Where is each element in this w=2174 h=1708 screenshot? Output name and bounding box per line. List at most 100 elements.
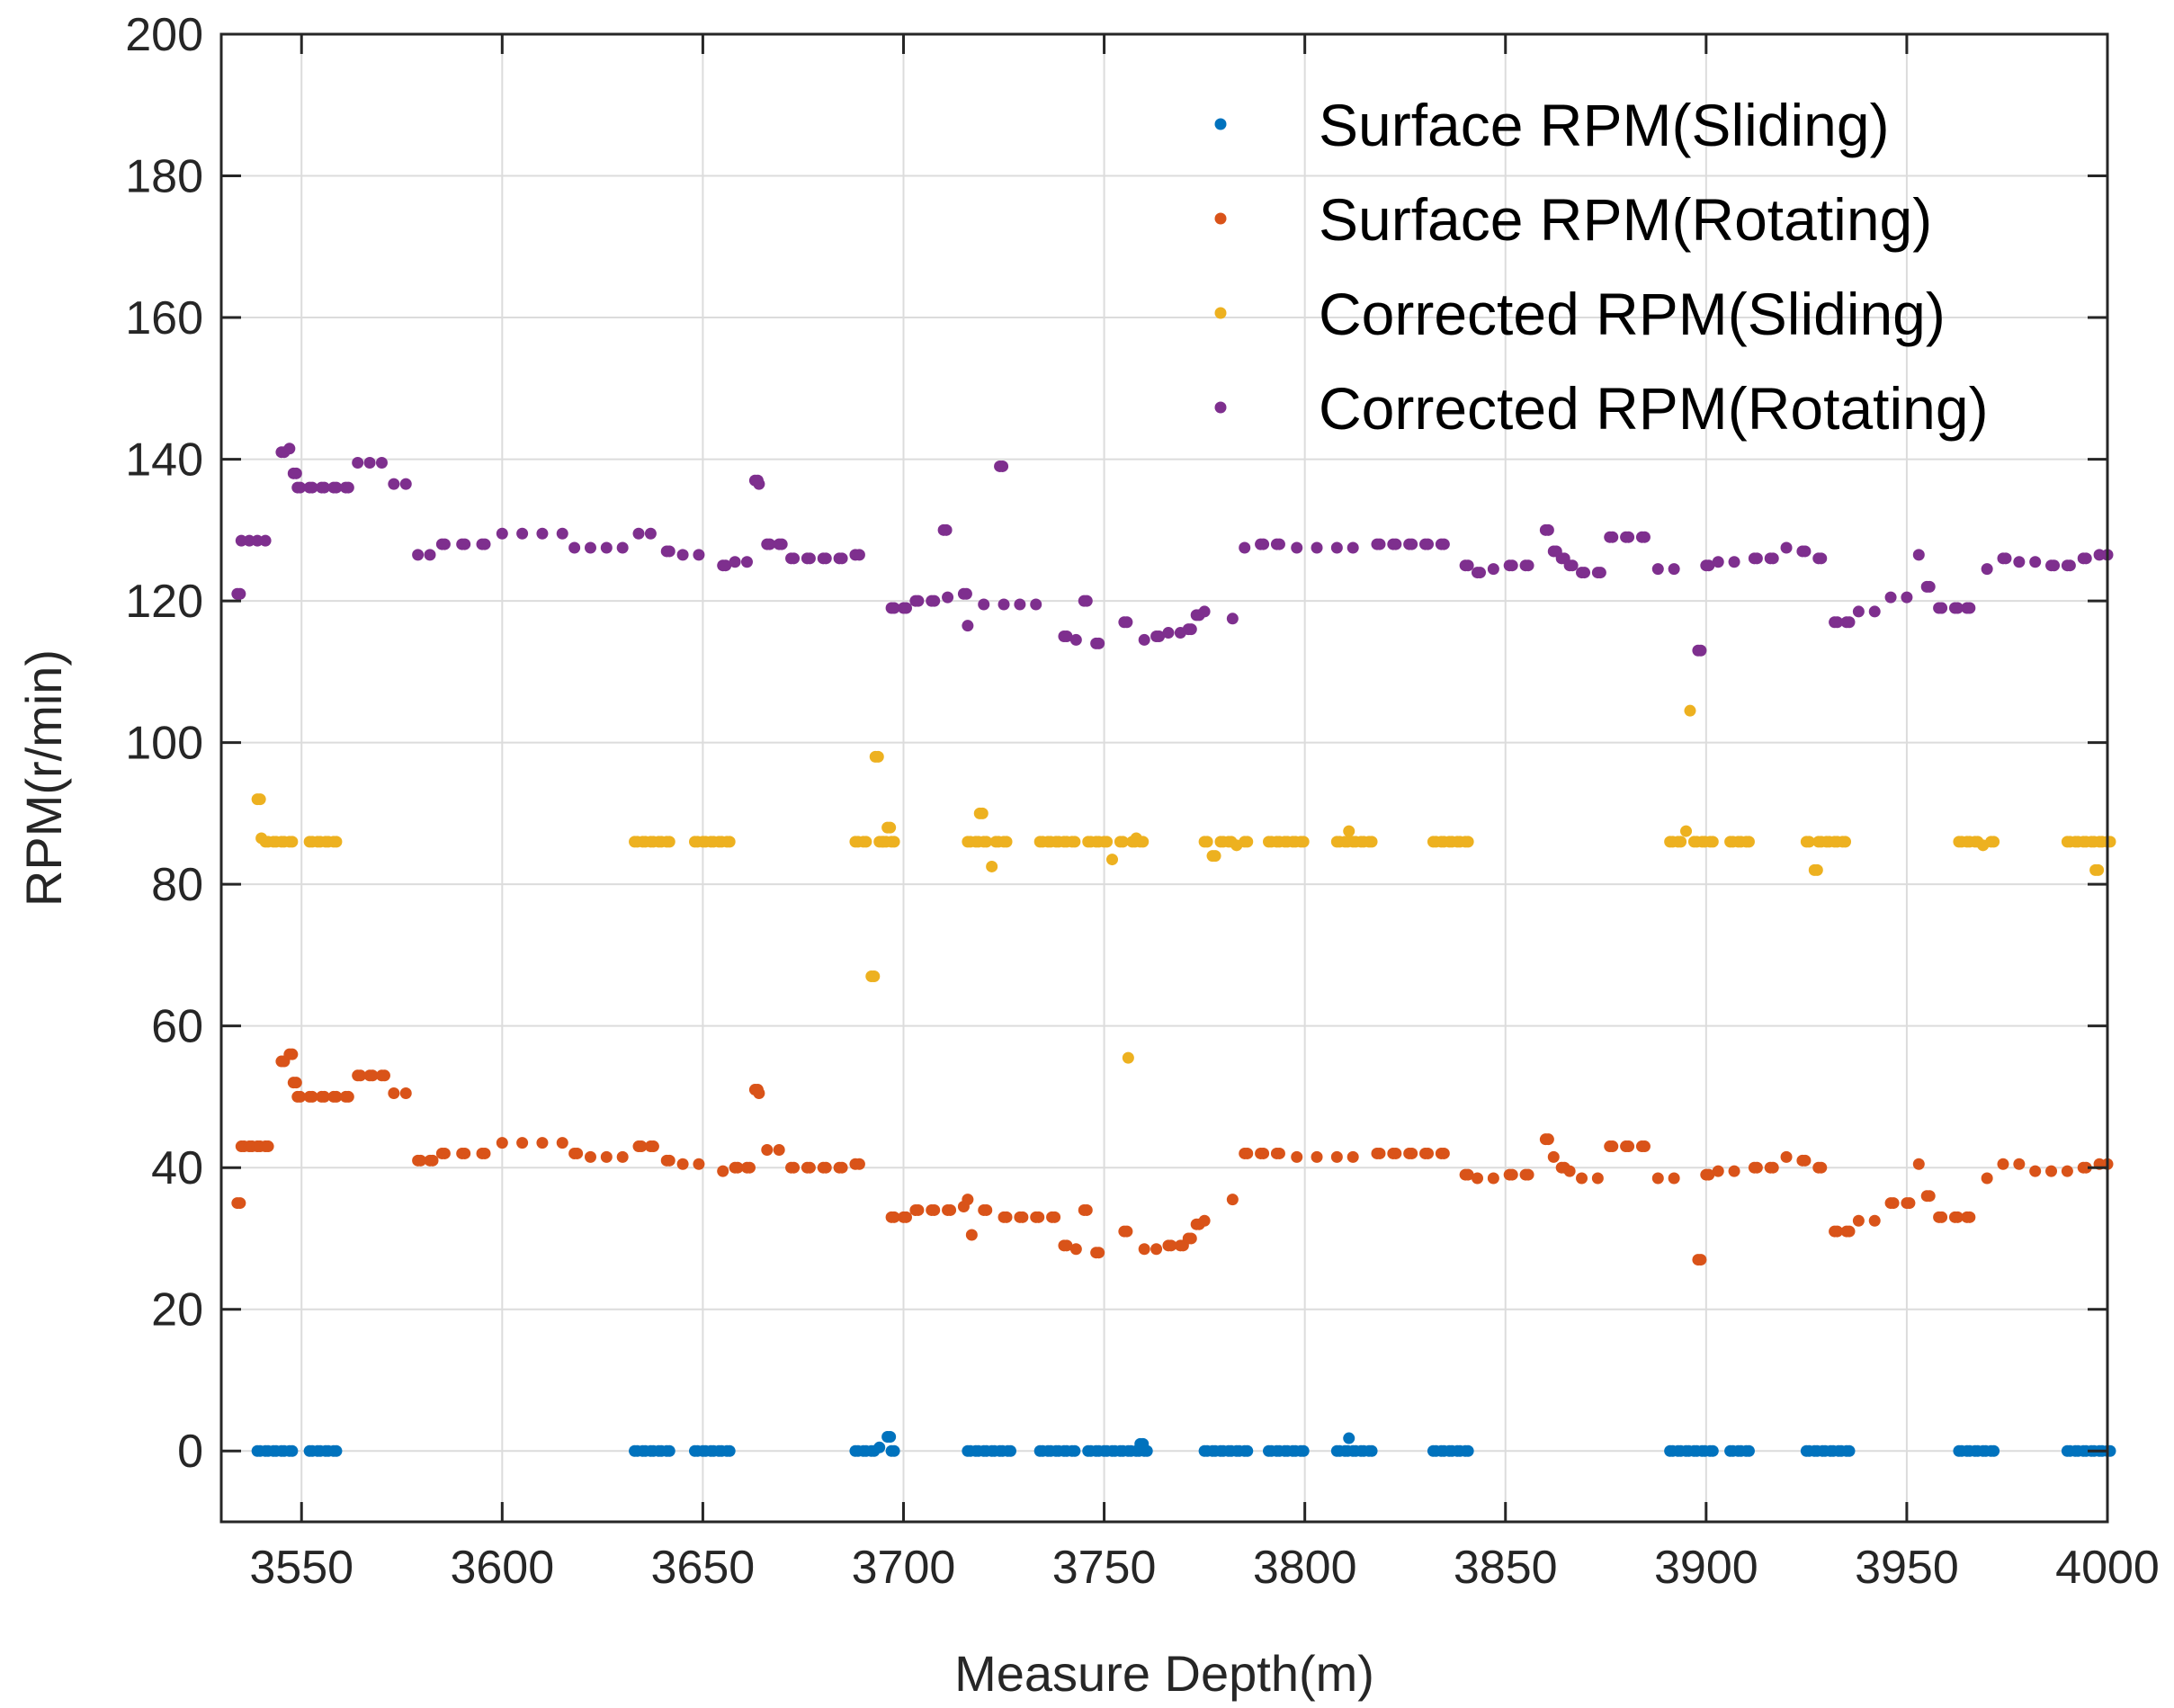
y-tick-label: 20 — [151, 1284, 203, 1337]
data-point — [366, 1069, 379, 1082]
series-3 — [251, 704, 2116, 1064]
data-point — [1373, 538, 1386, 550]
data-point — [1591, 1172, 1604, 1185]
data-point — [1330, 541, 1343, 554]
data-point — [283, 443, 296, 455]
data-point — [1016, 1211, 1029, 1223]
data-point — [743, 1161, 756, 1174]
data-point — [723, 1444, 736, 1457]
data-point — [723, 836, 736, 848]
data-point — [1198, 605, 1211, 618]
data-point — [753, 1087, 765, 1099]
data-point — [1728, 1165, 1740, 1177]
data-point — [1868, 1214, 1881, 1227]
data-point — [978, 598, 990, 611]
data-point — [644, 527, 657, 540]
series-1 — [251, 1430, 2116, 1457]
data-point — [731, 1161, 744, 1174]
data-point — [1936, 602, 1948, 614]
data-point — [1576, 1172, 1588, 1185]
data-point — [496, 527, 508, 540]
data-point — [536, 1137, 549, 1149]
data-point — [1638, 1140, 1651, 1153]
data-point — [1390, 538, 1402, 550]
data-point — [1185, 623, 1197, 636]
data-point — [1101, 836, 1114, 848]
data-point — [426, 1154, 439, 1167]
data-point — [1742, 836, 1755, 848]
data-point — [1695, 644, 1707, 657]
data-point — [1843, 1225, 1856, 1238]
data-point — [1579, 567, 1591, 579]
data-point — [1542, 1133, 1554, 1146]
data-point — [234, 1197, 246, 1210]
data-point — [1297, 1444, 1310, 1457]
data-point — [853, 549, 865, 561]
data-point — [720, 559, 732, 572]
data-point — [884, 1430, 897, 1443]
data-point — [306, 1090, 318, 1103]
data-point — [1462, 836, 1474, 848]
data-point — [1014, 598, 1026, 611]
data-point — [803, 552, 816, 565]
y-tick-label: 60 — [151, 1001, 203, 1053]
data-point — [2061, 1165, 2073, 1177]
y-tick-label: 120 — [125, 576, 203, 628]
data-point — [2048, 559, 2061, 572]
y-tick-label: 140 — [125, 434, 203, 487]
data-point — [388, 1087, 400, 1099]
data-point — [940, 523, 953, 536]
data-point — [286, 1444, 299, 1457]
data-point — [2080, 1161, 2092, 1174]
data-point — [1198, 1214, 1211, 1227]
data-point — [1638, 531, 1651, 543]
data-point — [1273, 538, 1285, 550]
data-point — [753, 478, 765, 490]
data-point — [775, 538, 788, 550]
data-point — [773, 1144, 785, 1156]
data-point — [1291, 1150, 1303, 1163]
data-point — [1343, 1432, 1355, 1444]
plot-frame — [219, 32, 2109, 1524]
data-point — [556, 1137, 568, 1149]
data-point — [1049, 1211, 1061, 1223]
data-point — [1506, 559, 1518, 572]
data-point — [663, 836, 675, 848]
data-point — [1116, 836, 1129, 848]
data-point — [928, 1203, 941, 1216]
data-point — [632, 527, 645, 540]
data-point — [1651, 1172, 1664, 1185]
data-point — [2000, 552, 2012, 565]
data-point — [536, 527, 549, 540]
data-point — [944, 1203, 957, 1216]
data-point — [1474, 567, 1487, 579]
data-point — [259, 534, 272, 547]
data-point — [479, 538, 491, 550]
data-point — [1964, 1211, 1976, 1223]
data-point — [693, 549, 705, 561]
data-point — [1728, 556, 1740, 568]
data-point — [1951, 1211, 1964, 1223]
data-point — [1706, 1444, 1719, 1457]
data-point — [998, 598, 1010, 611]
data-point — [616, 1150, 629, 1163]
data-point — [568, 541, 581, 554]
data-point — [976, 807, 989, 819]
data-point — [803, 1161, 816, 1174]
x-tick-label: 4000 — [2055, 1542, 2160, 1594]
data-point — [2080, 552, 2092, 565]
data-point — [1162, 627, 1175, 639]
data-point — [899, 602, 912, 614]
data-point — [1742, 1444, 1755, 1457]
data-point — [294, 481, 307, 494]
data-point — [438, 1147, 451, 1159]
data-point — [1346, 541, 1359, 554]
data-point — [1069, 1444, 1081, 1457]
data-point — [1668, 1172, 1680, 1185]
data-point — [1343, 825, 1355, 837]
data-point — [556, 527, 568, 540]
data-point — [1923, 580, 1936, 593]
data-point — [788, 1161, 801, 1174]
data-point — [1033, 1211, 1045, 1223]
data-point — [962, 620, 974, 632]
